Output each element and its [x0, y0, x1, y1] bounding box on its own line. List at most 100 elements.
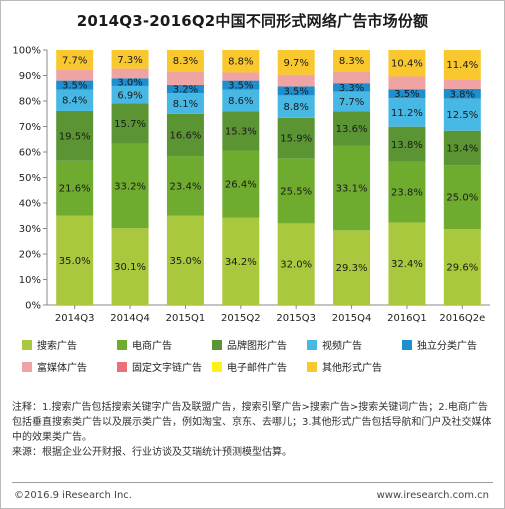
data-label: 11.4% — [446, 60, 478, 71]
data-label: 3.2% — [173, 85, 198, 96]
bar-segment — [222, 217, 260, 305]
legend-item: 其他形式广告 — [307, 359, 382, 374]
bar-segment — [333, 111, 371, 146]
y-tick-label: 30% — [19, 224, 41, 235]
bar-segment — [56, 50, 94, 70]
x-tick-label: 2014Q4 — [110, 313, 150, 324]
bar-segment — [166, 156, 204, 216]
data-label: 29.3% — [336, 263, 368, 274]
bar-segment — [111, 85, 149, 104]
data-label: 19.5% — [59, 131, 91, 142]
data-label: 25.0% — [446, 193, 478, 204]
y-tick-label: 60% — [19, 148, 41, 159]
bar-segment — [222, 89, 260, 112]
data-label: 3.8% — [450, 89, 475, 100]
x-tick-label: 2015Q1 — [166, 313, 206, 324]
data-label: 33.2% — [114, 181, 146, 192]
bar-segment — [222, 150, 260, 218]
legend-item: 电商广告 — [117, 337, 172, 352]
bar-segment — [333, 50, 371, 72]
legend-swatch — [402, 339, 412, 350]
data-label: 8.4% — [62, 96, 87, 107]
legend-label: 独立分类广告 — [417, 341, 477, 352]
bar-segment — [222, 111, 260, 151]
bar-segment — [111, 78, 149, 86]
legend-label: 电子邮件广告 — [227, 363, 287, 374]
data-label: 12.5% — [446, 110, 478, 121]
data-label: 33.1% — [336, 184, 368, 195]
x-tick-label: 2015Q3 — [276, 313, 316, 324]
data-label: 26.4% — [225, 180, 257, 191]
y-tick-label: 50% — [19, 173, 41, 184]
bar-segment — [166, 113, 204, 157]
bar-segment — [166, 93, 204, 114]
data-label: 6.9% — [117, 90, 142, 101]
data-label: 3.0% — [117, 78, 142, 89]
legend-label: 富媒体广告 — [37, 363, 87, 374]
legend-item: 富媒体广告 — [22, 359, 87, 374]
bar-segment — [166, 84, 204, 94]
chart-title: 2014Q3-2016Q2中国不同形式网络广告市场份额 — [76, 12, 429, 30]
data-label: 30.1% — [114, 262, 146, 273]
bar-segment — [166, 71, 204, 85]
bar-segment — [443, 50, 481, 80]
x-tick-label: 2014Q3 — [55, 313, 95, 324]
data-label: 11.2% — [391, 108, 423, 119]
bar-segment — [388, 126, 426, 162]
data-label: 3.5% — [228, 81, 253, 92]
data-label: 7.7% — [62, 55, 87, 66]
bar-segment — [277, 223, 315, 305]
bar-segment — [388, 161, 426, 223]
data-label: 21.6% — [59, 184, 91, 195]
legend-item: 独立分类广告 — [402, 337, 477, 352]
bar-segment — [222, 72, 260, 81]
bar-segment — [166, 215, 204, 305]
bar-segment — [111, 143, 149, 229]
bar-segment — [277, 158, 315, 224]
notes-line-1: 注释：1.搜索广告包括搜索关键字广告及联盟广告，搜索引擎广告>搜索广告>搜索关键… — [12, 402, 492, 443]
y-tick-label: 80% — [19, 97, 41, 108]
legend-label: 固定文字链广告 — [132, 363, 202, 374]
bar-segment — [333, 83, 371, 92]
bar-segment — [111, 68, 149, 79]
footer-divider — [12, 482, 493, 483]
website-text: www.iresearch.com.cn — [376, 490, 489, 501]
data-label: 13.8% — [391, 140, 423, 151]
bar-segment — [56, 160, 94, 216]
data-label: 15.9% — [280, 134, 312, 145]
bar-segment — [388, 50, 426, 77]
bar-segment — [388, 89, 426, 99]
legend-label: 视频广告 — [322, 341, 362, 352]
data-label: 13.6% — [336, 124, 368, 135]
legend-item: 搜索广告 — [22, 337, 77, 352]
bar-segment — [443, 79, 481, 89]
legend-swatch — [212, 339, 222, 350]
data-label: 3.5% — [62, 81, 87, 92]
legend-swatch — [22, 339, 32, 350]
bar-segment — [277, 74, 315, 87]
data-label: 3.3% — [339, 83, 364, 94]
legend-item: 电子邮件广告 — [212, 359, 287, 374]
bar-segment — [277, 50, 315, 75]
legend-item: 品牌图形广告 — [212, 337, 287, 352]
data-label: 23.8% — [391, 188, 423, 199]
data-label: 7.7% — [339, 97, 364, 108]
y-tick-label: 100% — [12, 46, 41, 57]
notes-line-2: 来源：根据企业公开财报、行业访谈及艾瑞统计预测模型估算。 — [12, 447, 292, 458]
data-label: 7.3% — [117, 55, 142, 66]
legend-swatch — [212, 361, 222, 372]
copyright-text: ©2016.9 iResearch Inc. — [14, 490, 132, 501]
data-label: 35.0% — [170, 256, 202, 267]
data-label: 29.6% — [446, 263, 478, 274]
bar-segment — [111, 103, 149, 144]
data-label: 10.4% — [391, 59, 423, 70]
bar-segment — [333, 230, 371, 305]
bar-segment — [388, 222, 426, 305]
legend-item: 视频广告 — [307, 337, 362, 352]
bar-segment — [443, 98, 481, 131]
legend-label: 品牌图形广告 — [227, 341, 287, 352]
data-label: 3.5% — [283, 86, 308, 97]
bar-segment — [277, 117, 315, 159]
bar-segment — [333, 145, 371, 231]
data-label: 34.2% — [225, 257, 257, 268]
